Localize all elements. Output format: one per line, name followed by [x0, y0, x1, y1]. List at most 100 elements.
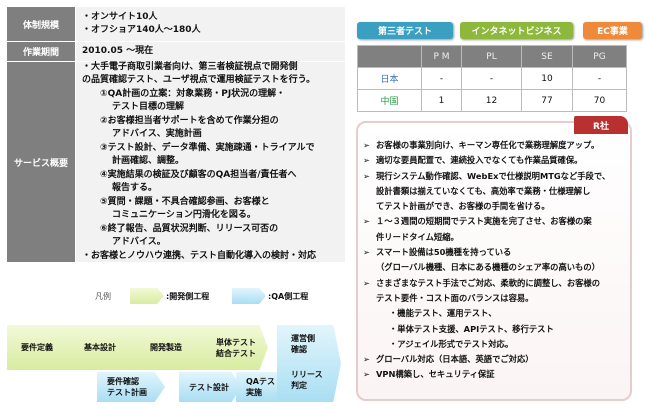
benefit-list: ➢ お客様の事業別向け、キーマン専任化で業務理解度アップ。 ➢ 適切な要員配置で、連続…	[363, 138, 629, 383]
column-header: PG	[572, 45, 627, 68]
benefit-line: ➢ スマート設備は50機種を持っている	[363, 245, 629, 260]
content-line: ・オンサイト10人	[82, 11, 158, 22]
legend-title: 凡例	[95, 292, 111, 301]
content-line: ⑤質問・課題・不具合確認参画、お客様と	[100, 196, 270, 207]
benefit-line: （グローバル機種、日本にある機種のシェア率の高いもの）	[363, 260, 629, 275]
content-line: 報告する。	[112, 183, 158, 194]
header-row: P M PL SE PG	[357, 45, 627, 68]
content-line: アドバイス、実施計画	[112, 129, 202, 140]
dev-step: 単体テスト 結合テスト	[196, 325, 268, 370]
benefit-text: てテスト計画ができ、お客様の手間を省ける。	[376, 201, 550, 212]
row-label: 中国	[357, 89, 422, 112]
content-line: ④実施結果の検証及び顧客のQA担当者/責任者へ	[100, 169, 297, 180]
benefit-line: てテスト計画ができ、お客様の手間を省ける。	[363, 199, 629, 214]
benefit-line: ・単体テスト支援、APIテスト、移行テスト	[363, 322, 629, 337]
content-line: ⑥終了報告、品質状況判断、リリース可否の	[100, 223, 279, 234]
content-line: ①QA計画の立案：対象業務・PJ状況の理解・	[100, 88, 286, 99]
benefit-text: お客様の事業別向け、キーマン専任化で業務理解度アップ。	[376, 140, 600, 150]
bullet-arrow-icon: ➢	[363, 354, 370, 365]
benefit-line: ➢ VPN構築し、セキュリティ保証	[363, 367, 629, 382]
dev-step: 要件定義	[7, 325, 77, 370]
benefit-text: １～３週間の短期間でテスト実施を完了させ、お客様の案	[376, 216, 592, 227]
cell-value: -	[421, 67, 462, 90]
benefit-text: （グローバル機種、日本にある機種のシェア率の高いもの）	[376, 262, 600, 273]
table-row: 中国 1 12 77 70	[357, 89, 627, 112]
benefit-line: ➢ １～３週間の短期間でテスト実施を完了させ、お客様の案	[363, 214, 629, 229]
bullet-arrow-icon: ➢	[363, 170, 370, 181]
benefit-text: 件リードタイム短縮。	[376, 231, 459, 242]
benefit-text: ・機能テスト、運用テスト、	[389, 308, 497, 319]
content-line: ・オフショア140人～180人	[82, 25, 201, 35]
content-line: 2010.05 ～現在	[82, 45, 154, 56]
category-tag: EC事業	[583, 22, 642, 39]
content-line: テスト目標の理解	[112, 102, 185, 113]
row-label: 体制規模	[7, 7, 75, 42]
benefit-text: さまざまなテスト手法でご対応、柔軟的に調整し、お客様の	[376, 277, 601, 288]
content-line: ・お客様とノウハウ連携、テスト自動化導入の検討・対応	[82, 250, 317, 261]
column-header: P M	[421, 45, 462, 68]
benefit-text: 適切な要員配置で、連続投入でなくても作業品質確保。	[376, 155, 583, 166]
cell-value: 12	[461, 89, 522, 112]
content-line: ・大手電子商取引業者向け、第三者検証視点で開発側	[82, 61, 298, 72]
legend-dev-label: :開発側工程	[166, 292, 210, 301]
benefit-text: グローバル対応（日本語、英語でご対応）	[376, 354, 534, 365]
client-tag: R社	[574, 116, 628, 134]
row-label: 作業期間	[7, 42, 75, 62]
benefit-line: テスト要件・コスト面のバランスは容易。	[363, 291, 629, 306]
column-header	[357, 45, 422, 68]
benefit-line: ➢ グローバル対応（日本語、英語でご対応）	[363, 352, 629, 367]
dev-step: 開発製造	[130, 325, 206, 370]
cell-value: -	[461, 67, 522, 90]
client-benefits-box	[356, 121, 632, 401]
legend-qa-swatch	[232, 288, 266, 304]
qa-step: 要件確認 テスト計画	[97, 372, 165, 402]
final-step: 運営側 確認 リリース 判定	[277, 325, 341, 402]
content-line: の品質確認テスト、ユーザ視点で運用検証テストを行う。	[82, 75, 316, 86]
content-line: アドバイス。	[112, 237, 166, 248]
cell-value: 1	[421, 89, 462, 112]
benefit-line: ➢ さまざまなテスト手法でご対応、柔軟的に調整し、お客様の	[363, 276, 629, 291]
cell-value: 10	[521, 67, 573, 90]
row-label-line: サービス	[13, 158, 50, 169]
benefit-text: テスト要件・コスト面のバランスは容易。	[376, 292, 534, 303]
row-content: 2010.05 ～現在	[76, 42, 345, 62]
bullet-arrow-icon: ➢	[363, 155, 370, 166]
final-step-label: 運営側 確認	[291, 334, 315, 354]
benefit-line: ➢ 現行システム動作確認、WebExで仕様説明MTGなど手段で、	[363, 169, 629, 184]
benefit-text: 現行システム動作確認、WebExで仕様説明MTGなど手段で、	[376, 170, 611, 181]
bullet-arrow-icon: ➢	[363, 216, 370, 227]
content-line: ③テスト設計、データ準備、実施疎通・トライアルで	[100, 142, 315, 153]
row-label: 日本	[357, 67, 422, 90]
benefit-text: スマート設備は50機種を持っている	[376, 247, 512, 258]
row-content: ・大手電子商取引業者向け、第三者検証視点で開発側の品質確認テスト、ユーザ視点で運…	[76, 62, 345, 263]
bullet-arrow-icon: ➢	[363, 247, 370, 258]
benefit-line: ➢ 適切な要員配置で、連続投入でなくても作業品質確保。	[363, 153, 629, 168]
benefit-line: 設計書類は揃えていなくても、高効率で業務・仕様理解し	[363, 184, 629, 199]
benefit-text: ・アジェイル形式でテスト対応。	[389, 338, 514, 349]
column-header: SE	[521, 45, 573, 68]
bullet-arrow-icon: ➢	[363, 140, 370, 150]
table-row: 日本 - -10-	[357, 67, 627, 90]
bullet-arrow-icon: ➢	[363, 369, 370, 380]
cell-value: 70	[572, 89, 627, 112]
qa-step: テスト設計	[179, 372, 241, 402]
benefit-line: 件リードタイム短縮。	[363, 230, 629, 245]
row-label-line: 概要	[50, 158, 69, 169]
cell-value: 77	[521, 89, 573, 112]
staff-table: P M PL SE PG 日本 - -10- 中国 1 12 77 70	[357, 45, 627, 112]
row-content: ・オンサイト10人・オフショア140人～180人	[76, 7, 345, 42]
category-tag: 第三者テスト	[357, 22, 453, 39]
legend-qa-label: :QA側工程	[268, 292, 309, 301]
content-line: ②お客様担当者サポートを含めて作業分担の	[100, 115, 279, 126]
cell-value: -	[572, 67, 627, 90]
content-line: コミュニケーション円滑化を図る。	[112, 210, 256, 221]
category-tag: インタネットビジネス	[460, 22, 573, 39]
benefit-line: ➢ お客様の事業別向け、キーマン専任化で業務理解度アップ。	[363, 138, 629, 153]
benefit-text: 設計書類は揃えていなくても、高効率で業務・仕様理解し	[376, 185, 591, 196]
bullet-arrow-icon: ➢	[363, 277, 370, 288]
column-header: PL	[461, 45, 522, 68]
content-line: 計画確認、調整。	[112, 156, 185, 167]
final-step-label: リリース 判定	[291, 370, 323, 390]
legend-dev-swatch	[130, 288, 164, 304]
benefit-line: ・アジェイル形式でテスト対応。	[363, 337, 629, 352]
